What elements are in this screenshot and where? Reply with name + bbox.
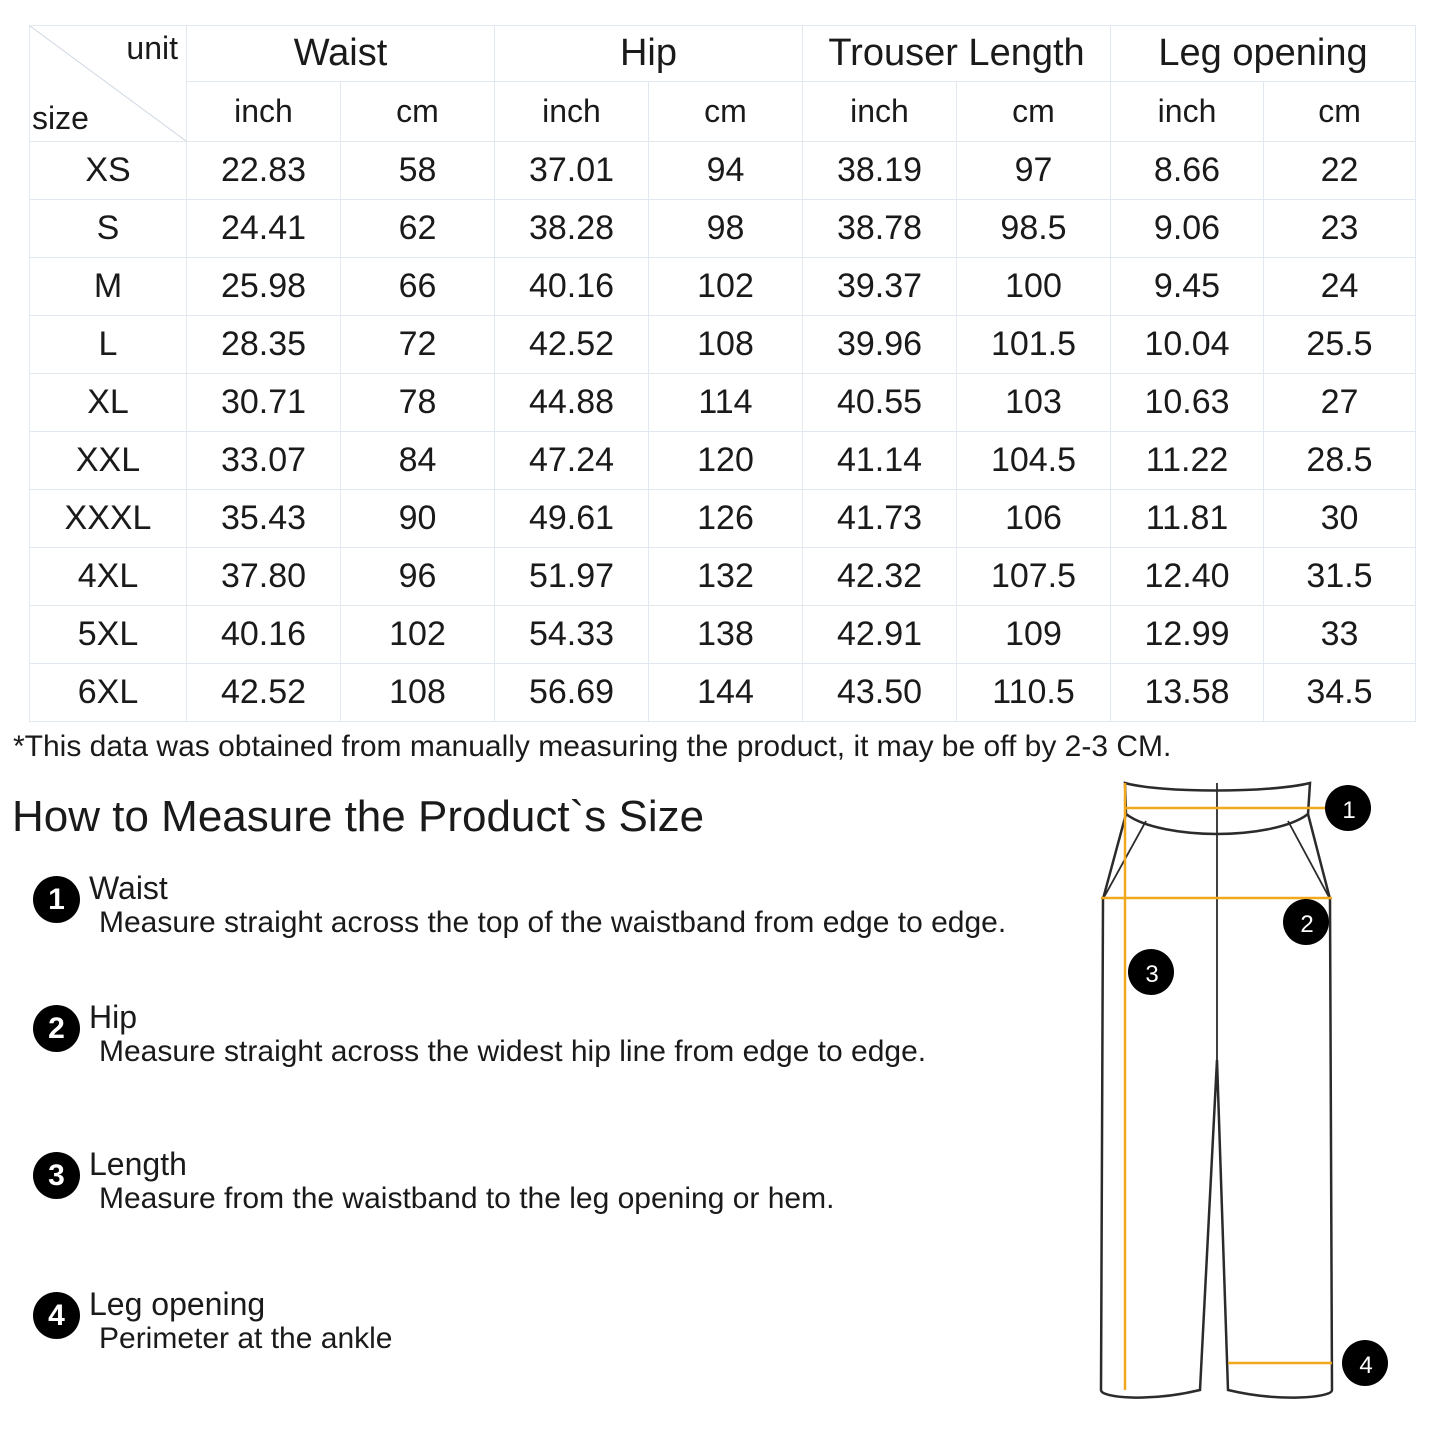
svg-text:1: 1 — [1342, 797, 1355, 824]
svg-text:4: 4 — [1359, 1352, 1372, 1379]
svg-text:2: 2 — [1300, 911, 1313, 938]
svg-text:3: 3 — [1145, 961, 1158, 988]
